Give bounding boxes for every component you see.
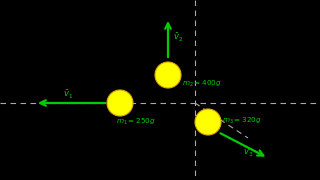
Circle shape [107, 90, 133, 116]
Text: $\bar{v}_2$: $\bar{v}_2$ [173, 32, 183, 44]
Text: $m_1 = 250g$: $m_1 = 250g$ [116, 117, 156, 127]
Circle shape [195, 109, 221, 135]
Text: $m_3 = 320g$: $m_3 = 320g$ [222, 116, 261, 126]
Text: $\bar{v}_3$: $\bar{v}_3$ [243, 147, 253, 159]
Circle shape [155, 62, 181, 88]
Text: $m_2 = 400g$: $m_2 = 400g$ [182, 79, 221, 89]
Text: $\bar{v}_1$: $\bar{v}_1$ [63, 89, 73, 101]
Text: $40^\circ$: $40^\circ$ [205, 112, 220, 123]
